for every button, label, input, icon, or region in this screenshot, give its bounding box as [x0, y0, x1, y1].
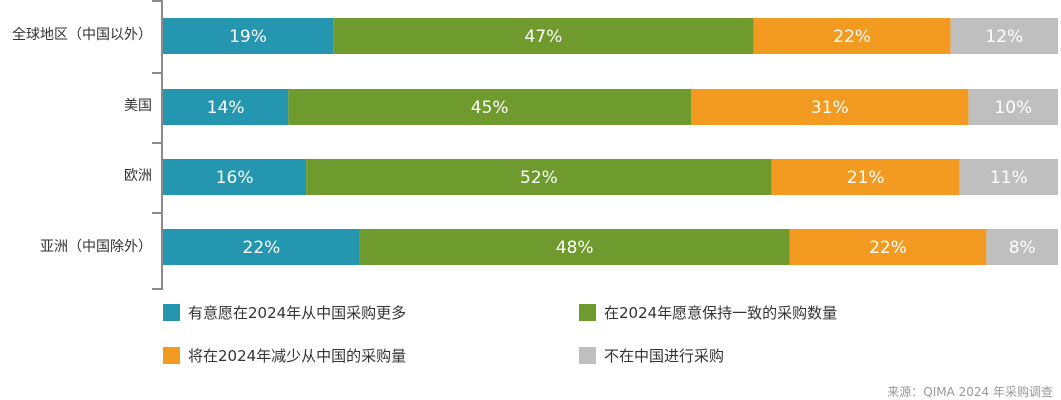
bar-segment [986, 229, 1058, 265]
bar-segment [333, 18, 754, 54]
category-label-usa: 美国 [124, 98, 152, 114]
category-label-global: 全球地区（中国以外） [12, 27, 152, 43]
bars-svg: 19% 47% 22% 12% 14% 45% 31% 10% 16% 52% 21% 11% 22% 4… [163, 18, 1059, 265]
bar-value-label: 45% [471, 98, 509, 118]
bar-value-label: 16% [216, 168, 254, 188]
bar-value-label: 14% [207, 98, 245, 118]
bar-value-label: 19% [229, 27, 267, 47]
bar-value-label: 47% [525, 27, 563, 47]
axis-tick [152, 288, 162, 290]
category-label-europe: 欧洲 [124, 168, 152, 184]
bar-value-label: 22% [243, 238, 281, 258]
bar-value-label: 21% [847, 168, 885, 188]
legend-label: 有意愿在2024年从中国采购更多 [188, 303, 407, 322]
legend-item-decrease: 将在2024年减少从中国的采购量 [163, 343, 406, 367]
bar-segment [163, 159, 307, 195]
legend-item-maintain: 在2024年愿意保持一致的采购数量 [579, 300, 837, 324]
bar-value-label: 12% [985, 27, 1023, 47]
source-note: 来源：QIMA 2024 年采购调查 [887, 385, 1053, 399]
category-label-asia: 亚洲（中国除外） [40, 239, 152, 255]
bar-segment [950, 18, 1058, 54]
legend-item-increase: 有意愿在2024年从中国采购更多 [163, 300, 406, 324]
legend-swatch [579, 303, 596, 321]
legend-swatch [163, 346, 180, 364]
bar-value-label: 10% [994, 98, 1032, 118]
bar-segment [359, 229, 790, 265]
bar-value-label: 22% [869, 238, 907, 258]
legend: 有意愿在2024年从中国采购更多 在2024年愿意保持一致的采购数量 将在202… [163, 298, 1043, 378]
axis-tick [152, 212, 162, 214]
bar-segment [306, 159, 772, 195]
bar-value-label: 22% [833, 27, 871, 47]
legend-item-none: 不在中国进行采购 [579, 343, 724, 367]
axis-tick [152, 0, 162, 2]
bar-segment [959, 159, 1059, 195]
bar-segment [163, 18, 334, 54]
legend-swatch [579, 346, 596, 364]
y-axis-line [161, 0, 163, 290]
bar-segment [771, 159, 960, 195]
bar-segment [163, 229, 360, 265]
bar-value-label: 11% [990, 168, 1028, 188]
stacked-bar-chart: 19% 47% 22% 12% 14% 45% 31% 10% 16% 52% 21% 11% 22% 4… [12, 0, 1059, 290]
legend-swatch [163, 303, 180, 321]
bar-segment [691, 89, 969, 125]
bar-value-label: 52% [520, 168, 558, 188]
legend-label: 在2024年愿意保持一致的采购数量 [604, 303, 838, 322]
bar-segment [789, 229, 987, 265]
bar-segment [753, 18, 951, 54]
axis-tick [152, 72, 162, 74]
bar-value-label: 48% [556, 238, 594, 258]
legend-label: 不在中国进行采购 [604, 346, 725, 365]
bar-value-label: 31% [811, 98, 849, 118]
axis-tick [152, 142, 162, 144]
legend-label: 将在2024年减少从中国的采购量 [188, 346, 407, 365]
bar-segment [288, 89, 692, 125]
bar-value-label: 8% [1009, 238, 1036, 258]
bar-segment [968, 89, 1058, 125]
bar-segment [163, 89, 289, 125]
